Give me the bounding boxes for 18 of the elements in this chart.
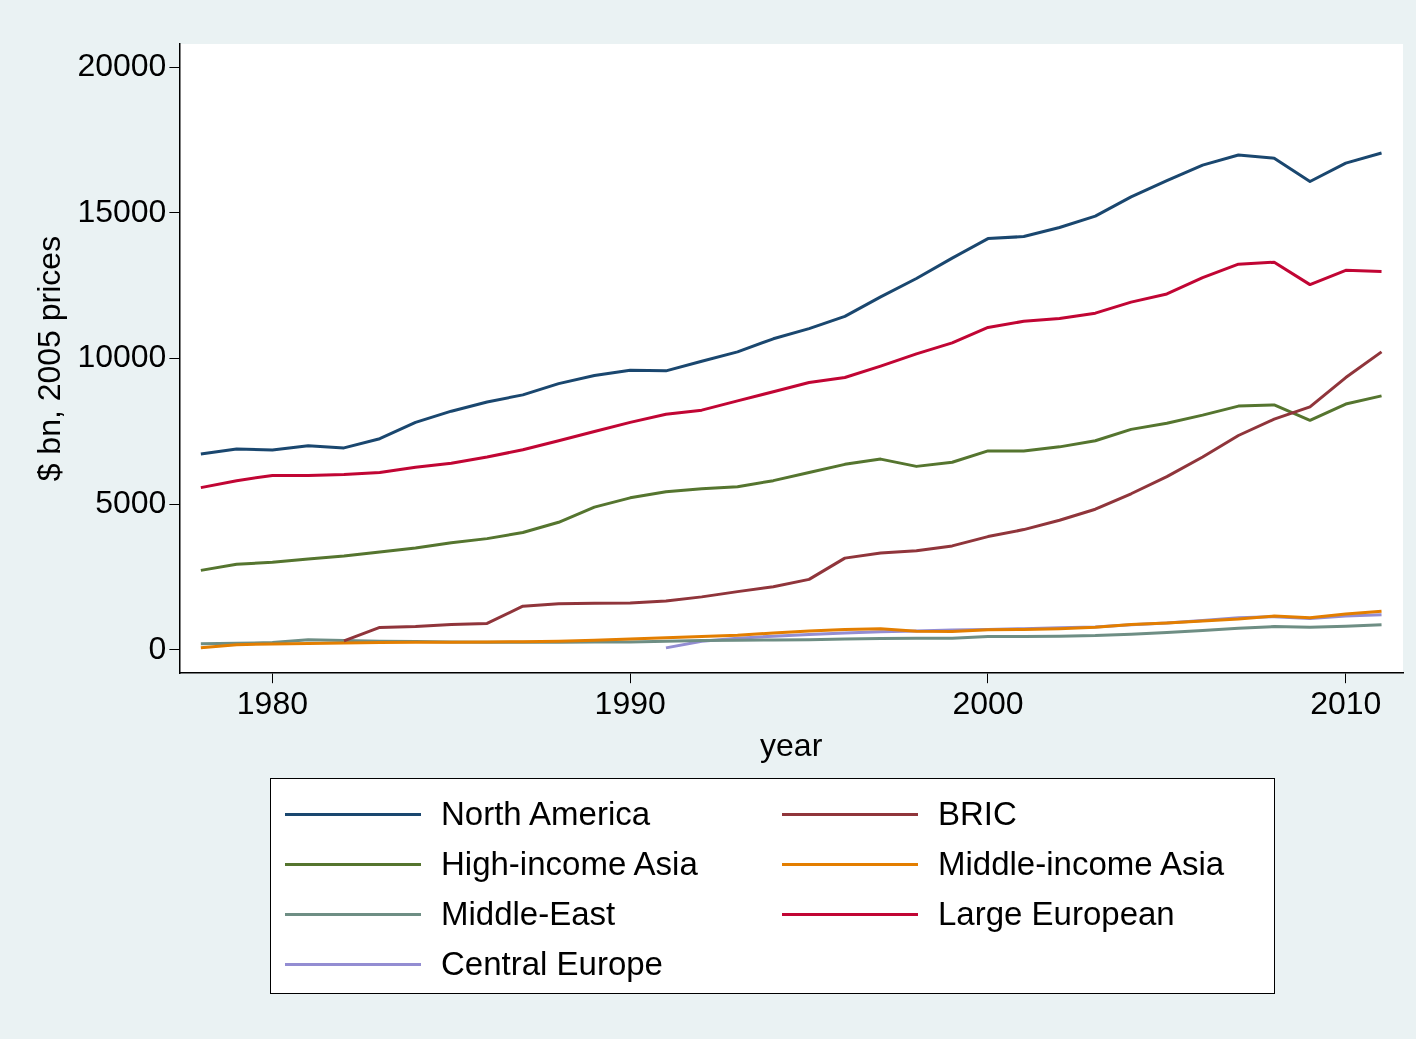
y-tick-label: 20000: [77, 47, 167, 84]
y-axis-title: $ bn, 2005 prices: [31, 235, 68, 482]
x-axis-title: year: [760, 726, 823, 763]
x-tick-label: 1990: [594, 685, 666, 722]
y-tick-label: 15000: [77, 192, 167, 229]
legend-label: North America: [441, 795, 651, 833]
y-tick-label: 5000: [95, 484, 167, 521]
legend-label: Large European: [938, 895, 1175, 933]
legend-label: Middle-income Asia: [938, 845, 1225, 883]
legend-label: Central Europe: [441, 945, 663, 983]
y-tick-label: 0: [148, 629, 167, 666]
y-tick-label: 10000: [77, 338, 167, 375]
x-tick-label: 1980: [236, 685, 308, 722]
x-tick-label: 2010: [1310, 685, 1382, 722]
legend-label: Middle-East: [441, 895, 616, 933]
legend-label: High-income Asia: [441, 845, 698, 883]
x-tick-label: 2000: [952, 685, 1024, 722]
legend-label: BRIC: [938, 795, 1017, 833]
